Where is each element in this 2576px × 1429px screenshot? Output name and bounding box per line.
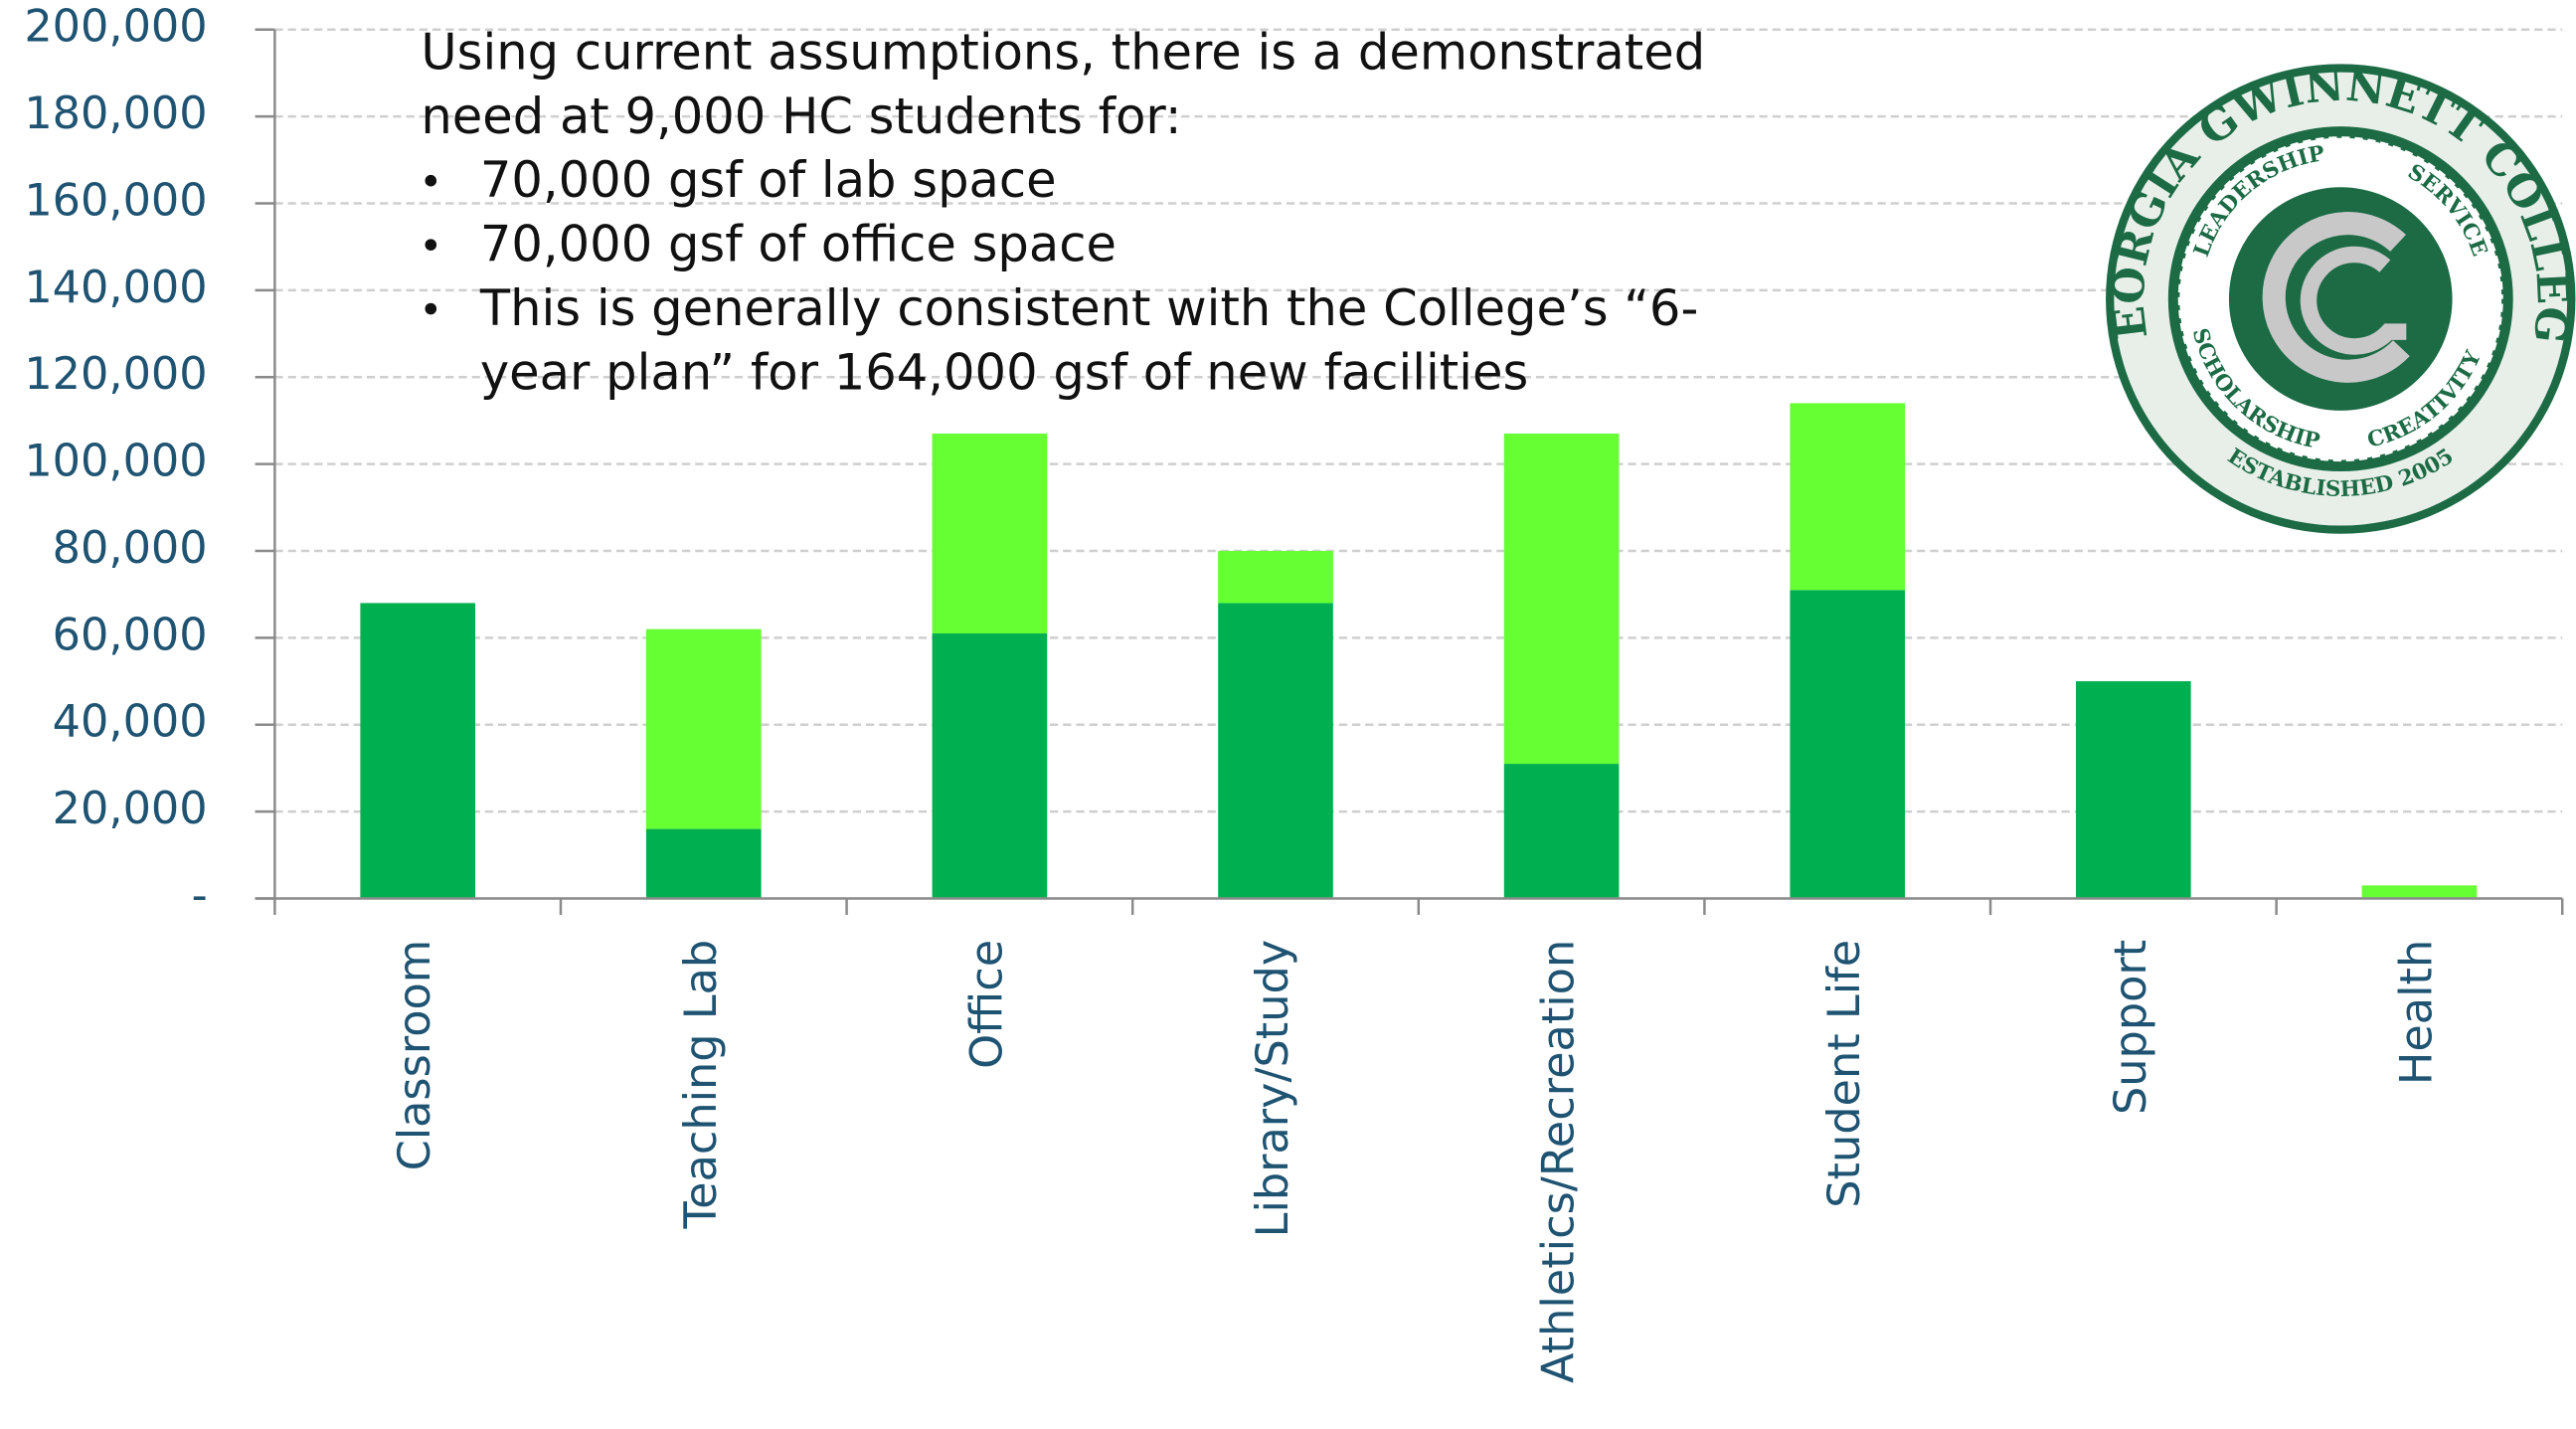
y-tick-label: 180,000 — [24, 88, 207, 139]
bullet — [425, 239, 437, 251]
x-tick-label: Student Life — [1818, 940, 1870, 1208]
x-tick-label: Health — [2390, 940, 2442, 1085]
bullet — [425, 302, 437, 315]
bar-segment — [360, 603, 475, 899]
y-tick-label: 20,000 — [53, 783, 208, 834]
x-tick-label: Teaching Lab — [675, 940, 727, 1230]
bar-segment — [1218, 550, 1333, 604]
bar-segment — [1218, 603, 1333, 899]
annotation-text: year plan” for 164,000 gsf of new facili… — [480, 343, 1528, 401]
bar-segment — [932, 632, 1048, 899]
bar-segment — [1790, 590, 1906, 899]
bar-segment — [1790, 403, 1906, 591]
x-tick-label: Library/Study — [1247, 940, 1298, 1238]
plot-area: - 20,000 40,000 60,000 80,000 100,000 120,000 1… — [24, 1, 2564, 1383]
bullet — [425, 174, 437, 187]
bar-segment — [645, 828, 762, 899]
bar-segment — [2076, 681, 2191, 899]
y-tick-label: 100,000 — [24, 436, 207, 487]
x-tick-label: Classroom — [389, 940, 440, 1171]
y-tick-label: 120,000 — [24, 348, 207, 400]
y-tick-label: 40,000 — [53, 696, 208, 748]
annotation-text: Using current assumptions, there is a de… — [421, 23, 1705, 81]
y-tick-label: - — [192, 869, 208, 921]
bar-segment — [1503, 434, 1620, 765]
logo-monogram — [2262, 212, 2410, 383]
y-tick-label: 80,000 — [53, 522, 208, 574]
y-tick-label: 60,000 — [53, 609, 208, 660]
y-tick-label: 140,000 — [24, 262, 207, 313]
annotation-text: 70,000 gsf of office space — [480, 216, 1116, 273]
bar-segment — [1503, 764, 1620, 899]
annotation-text: need at 9,000 HC students for: — [421, 88, 1181, 145]
y-tick-label: 160,000 — [24, 174, 207, 226]
annotation: Using current assumptions, there is a de… — [421, 23, 1705, 401]
bar-segment — [645, 628, 762, 829]
bar-segment — [932, 434, 1048, 633]
x-tick-label: Support — [2105, 940, 2156, 1115]
x-tick-label: Office — [960, 940, 1012, 1069]
x-tick-label: Athletics/Recreation — [1533, 940, 1585, 1383]
y-tick-label: 200,000 — [24, 1, 207, 53]
annotation-text: This is generally consistent with the Co… — [479, 279, 1699, 337]
annotation-text: 70,000 gsf of lab space — [480, 151, 1057, 209]
logo-monogram — [2300, 246, 2407, 355]
bar-segment — [2361, 885, 2478, 899]
